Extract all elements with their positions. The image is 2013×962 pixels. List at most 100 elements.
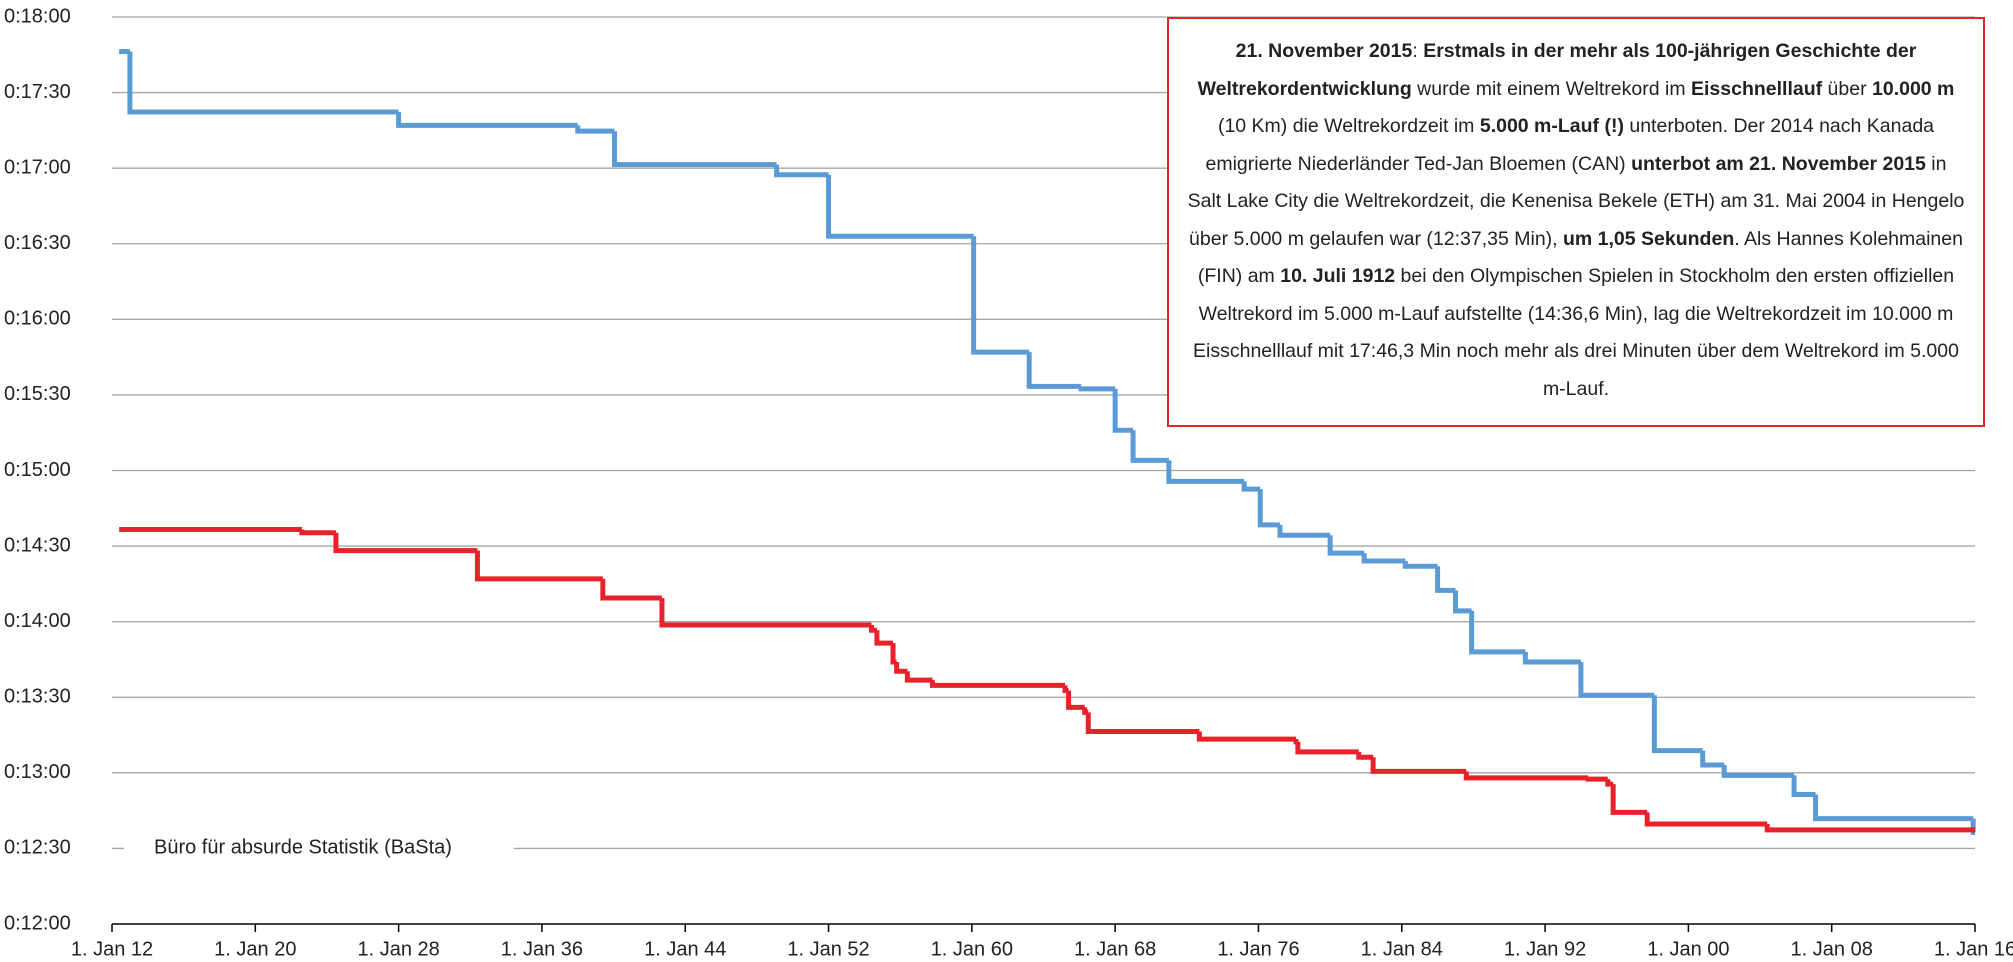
- x-tick-label: 1. Jan 68: [1074, 938, 1156, 960]
- annotation-text: Eisschnelllauf: [1690, 77, 1823, 100]
- step-segment: [1112, 388, 1134, 433]
- step-segment: [1970, 818, 1976, 836]
- annotation-text: um 1,05 Sekunden: [1563, 227, 1735, 250]
- annotation-text: . Als Hannes Kolehmainen (FIN) am: [1197, 227, 1963, 288]
- x-tick-label: 1. Jan 44: [644, 938, 726, 960]
- watermark: Büro für absurde Statistik (BaSta): [154, 837, 452, 859]
- annotation-text: bei den Olympischen Spielen in Stockholm…: [1193, 265, 1959, 400]
- step-segment: [1062, 685, 1069, 693]
- step-segment: [1356, 751, 1374, 760]
- annotation: 21. November 2015: Erstmals in der mehr …: [1167, 17, 1985, 427]
- annotation-text: Erstmals in der mehr als 100-jährigen Ge…: [1197, 40, 1917, 100]
- step-segment: [1082, 707, 1089, 715]
- y-tick-label: 0:16:30: [4, 232, 71, 254]
- step-segment: [1066, 690, 1085, 710]
- annotation-text: 21. November 2015: [1235, 40, 1413, 62]
- x-tick-label: 1. Jan 00: [1647, 938, 1729, 960]
- annotation-text: :: [1412, 40, 1424, 62]
- watermark-bg: [124, 834, 514, 863]
- step-segment: [1241, 481, 1261, 492]
- x-tick-label: 1. Jan 92: [1504, 938, 1586, 960]
- step-segment: [1721, 765, 1795, 778]
- step-segment: [1257, 489, 1280, 528]
- y-tick-label: 0:16:00: [4, 308, 71, 330]
- step-segment: [1578, 661, 1655, 698]
- step-segment: [396, 111, 578, 128]
- annotation-text: über: [1822, 77, 1872, 100]
- step-segment: [1700, 750, 1725, 768]
- annotation-text: in Salt Lake City die Weltrekordzeit, di…: [1187, 152, 1965, 250]
- step-segment: [1463, 771, 1589, 781]
- step-segment: [1651, 695, 1703, 754]
- annotation-text: 5.000 m-Lauf (!): [1479, 115, 1624, 137]
- step-segment: [333, 532, 478, 554]
- step-segment: [1813, 794, 1974, 822]
- x-tick-label: 1. Jan 84: [1361, 938, 1443, 960]
- step-segment: [869, 624, 877, 633]
- step-segment: [1295, 741, 1359, 755]
- step-segment: [1196, 731, 1297, 742]
- step-segment: [1453, 590, 1472, 614]
- step-segment: [474, 550, 603, 582]
- annotation-text: wurde mit einem Weltrekord im: [1411, 77, 1691, 100]
- y-tick-label: 0:14:30: [4, 534, 71, 556]
- step-segment: [600, 578, 662, 601]
- annotation-text: 10.000 m: [1872, 77, 1955, 100]
- step-segment: [1166, 460, 1245, 484]
- step-segment: [1327, 535, 1365, 556]
- y-tick-label: 0:15:30: [4, 383, 71, 405]
- step-segment: [1610, 784, 1648, 815]
- x-tick-label: 1. Jan 16: [1934, 938, 2013, 960]
- step-segment: [611, 131, 777, 168]
- step-segment: [1469, 610, 1526, 655]
- step-segment: [1435, 566, 1456, 593]
- x-tick-label: 1. Jan 28: [357, 938, 439, 960]
- step-segment: [904, 671, 933, 683]
- step-segment: [1764, 823, 1975, 833]
- step-segment: [659, 597, 872, 628]
- y-tick-label: 0:17:00: [4, 156, 71, 178]
- x-tick-label: 1. Jan 20: [214, 938, 296, 960]
- y-tick-label: 0:13:00: [4, 761, 71, 783]
- step-segment: [575, 125, 615, 134]
- step-segment: [826, 174, 974, 239]
- step-segment: [1085, 712, 1200, 735]
- step-segment: [1078, 386, 1116, 392]
- annotation-text: unterbot am 21. November 2015: [1631, 152, 1926, 175]
- step-segment: [1293, 739, 1299, 745]
- y-tick-label: 0:13:30: [4, 686, 71, 708]
- y-tick-label: 0:14:00: [4, 610, 71, 632]
- step-segment: [127, 51, 399, 115]
- step-segment: [1644, 812, 1768, 827]
- step-segment: [874, 630, 894, 646]
- x-tick-label: 1. Jan 08: [1791, 938, 1873, 960]
- x-tick-label: 1. Jan 12: [71, 938, 153, 960]
- x-tick-label: 1. Jan 36: [501, 938, 583, 960]
- step-segment: [1361, 553, 1406, 564]
- y-tick-label: 0:12:30: [4, 837, 71, 859]
- step-segment: [299, 529, 336, 536]
- step-segment: [971, 236, 1030, 355]
- x-tick-label: 1. Jan 76: [1217, 938, 1299, 960]
- step-segment: [1791, 775, 1816, 798]
- step-segment: [1026, 352, 1082, 389]
- step-segment: [1130, 430, 1169, 463]
- y-tick-label: 0:18:00: [4, 5, 71, 27]
- step-segment: [929, 680, 1065, 688]
- x-tick-label: 1. Jan 52: [787, 938, 869, 960]
- step-segment: [890, 643, 897, 665]
- y-tick-label: 0:17:30: [4, 81, 71, 103]
- step-segment: [1585, 776, 1608, 782]
- step-segment: [1522, 651, 1581, 665]
- y-tick-label: 0:12:00: [4, 912, 71, 934]
- y-tick-label: 0:15:00: [4, 459, 71, 481]
- step-segment: [894, 661, 908, 674]
- step-segment: [774, 164, 829, 178]
- step-segment: [1277, 524, 1331, 538]
- step-segment: [1605, 779, 1614, 787]
- annotation-text: 10. Juli 1912: [1280, 265, 1396, 287]
- x-tick-label: 1. Jan 60: [931, 938, 1013, 960]
- annotation-text: (10 Km) die Weltrekordzeit im: [1217, 115, 1480, 137]
- step-segment: [1370, 757, 1467, 774]
